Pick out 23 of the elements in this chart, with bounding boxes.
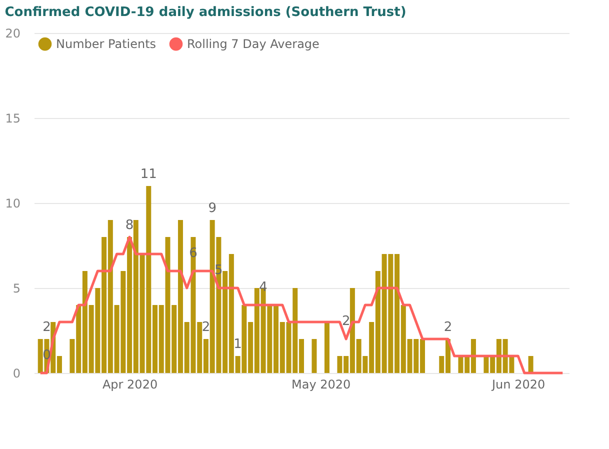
data-label: 2 (42, 320, 51, 335)
data-label: 2 (202, 320, 210, 335)
y-tick-label: 5 (12, 282, 20, 296)
x-tick-label: Jun 2020 (490, 378, 546, 392)
data-label: 1 (234, 337, 242, 352)
bar (528, 356, 534, 373)
chart-title: Confirmed COVID-19 daily admissions (Southern Trust) (4, 5, 406, 20)
y-tick-label: 15 (5, 112, 20, 126)
data-label: 8 (125, 218, 134, 233)
bar (324, 322, 330, 373)
line-series (39, 236, 564, 374)
data-label: 2 (444, 320, 452, 335)
data-label: 11 (140, 167, 157, 182)
x-tick-label: Apr 2020 (102, 378, 158, 392)
x-tick-label: May 2020 (292, 378, 351, 392)
data-label: 9 (208, 201, 216, 216)
y-tick-label: 10 (5, 196, 20, 210)
y-tick-label: 20 (5, 26, 20, 40)
data-label: 2 (342, 314, 350, 329)
legend-label: Rolling 7 Day Average (187, 37, 320, 52)
y-tick-label: 0 (12, 366, 20, 380)
legend-label: Number Patients (56, 37, 156, 52)
bar (312, 339, 317, 373)
